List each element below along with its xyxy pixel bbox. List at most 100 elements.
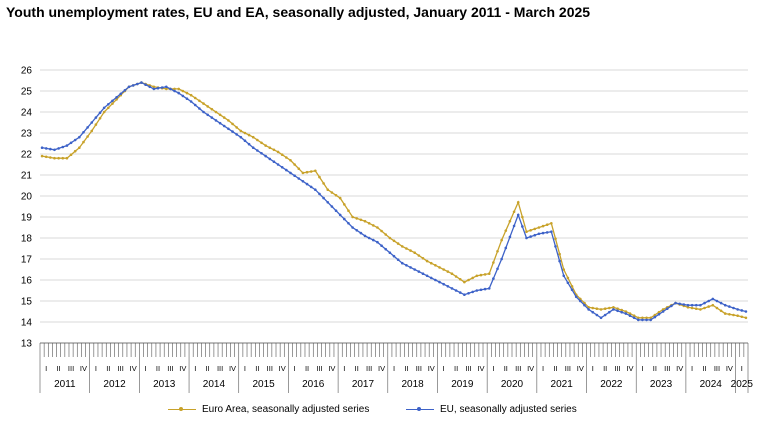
data-point (384, 233, 388, 236)
data-point (492, 261, 495, 264)
data-point (521, 215, 524, 219)
data-point (434, 278, 437, 282)
data-point (235, 126, 238, 129)
data-point (169, 87, 172, 91)
data-point (177, 91, 180, 95)
x-quarter-label: IV (229, 364, 236, 373)
legend-item-euro-area: Euro Area, seasonally adjusted series (168, 404, 369, 415)
data-point (719, 309, 723, 313)
data-point (355, 229, 359, 232)
data-point (599, 316, 603, 320)
data-point (591, 310, 595, 314)
legend-label-eu: EU, seasonally adjusted series (440, 404, 577, 415)
data-point (384, 247, 388, 251)
data-point (338, 196, 342, 200)
data-point (665, 307, 669, 311)
data-point (181, 94, 185, 98)
data-point (231, 130, 234, 133)
data-point (173, 89, 176, 93)
x-quarter-label: I (294, 364, 296, 373)
data-point (376, 226, 379, 229)
data-point (111, 99, 114, 103)
data-point (107, 106, 110, 110)
data-point (450, 272, 454, 276)
y-tick-label: 26 (21, 66, 33, 77)
data-point (595, 313, 599, 317)
series-line (41, 81, 747, 321)
data-point (554, 245, 557, 248)
x-quarter-label: III (465, 364, 471, 373)
data-point (247, 142, 251, 146)
x-quarter-label: III (167, 364, 173, 373)
y-tick-label: 25 (21, 87, 33, 98)
data-point (694, 307, 698, 311)
data-point (562, 274, 566, 278)
data-point (210, 116, 214, 119)
data-point (636, 318, 640, 322)
data-point (193, 96, 197, 100)
data-point (164, 87, 168, 91)
data-point (185, 97, 189, 100)
data-point (293, 163, 296, 166)
data-point (438, 280, 441, 284)
data-point (309, 185, 313, 189)
data-point (305, 170, 309, 174)
data-point (380, 229, 383, 233)
data-point (78, 146, 81, 149)
data-point (429, 276, 433, 280)
data-point (409, 249, 412, 252)
data-point (198, 99, 201, 103)
data-point (471, 290, 474, 294)
x-quarter-label: I (741, 364, 743, 373)
data-point (405, 247, 408, 250)
data-point (719, 301, 723, 305)
data-point (293, 174, 296, 177)
data-point (504, 229, 508, 232)
data-point (326, 188, 330, 191)
data-point (206, 113, 209, 117)
data-point (276, 150, 280, 154)
data-point (479, 288, 483, 292)
data-point (152, 87, 156, 91)
data-point (533, 227, 537, 231)
data-point (218, 113, 222, 117)
data-point (102, 106, 106, 110)
x-quarter-label: I (343, 364, 345, 373)
data-point (40, 146, 44, 149)
y-tick-label: 23 (21, 129, 33, 140)
data-point (318, 192, 321, 196)
data-point (537, 226, 541, 229)
data-point (450, 287, 454, 290)
data-point (516, 201, 520, 204)
data-point (156, 86, 160, 90)
data-point (562, 268, 566, 271)
data-point (612, 306, 615, 309)
data-point (372, 224, 375, 227)
data-point (355, 217, 359, 220)
data-point (251, 146, 255, 149)
y-tick-label: 13 (21, 339, 33, 350)
x-quarter-label: II (404, 364, 408, 373)
data-point (475, 274, 479, 278)
data-point (115, 98, 118, 101)
data-point (235, 133, 238, 136)
data-point (318, 175, 321, 179)
data-point (608, 306, 611, 310)
data-point (728, 305, 731, 308)
x-quarter-label: III (316, 364, 322, 373)
data-point (413, 268, 417, 271)
data-point (632, 316, 636, 320)
data-point (123, 89, 127, 92)
data-point (193, 103, 197, 107)
data-point (297, 177, 301, 180)
x-quarter-label: III (565, 364, 571, 373)
data-point (707, 305, 710, 308)
data-point (649, 318, 652, 322)
data-point (636, 316, 640, 320)
x-quarter-label: III (267, 364, 273, 373)
data-point (421, 257, 425, 260)
data-point (516, 213, 520, 217)
data-point (421, 272, 425, 276)
data-point (152, 85, 156, 89)
